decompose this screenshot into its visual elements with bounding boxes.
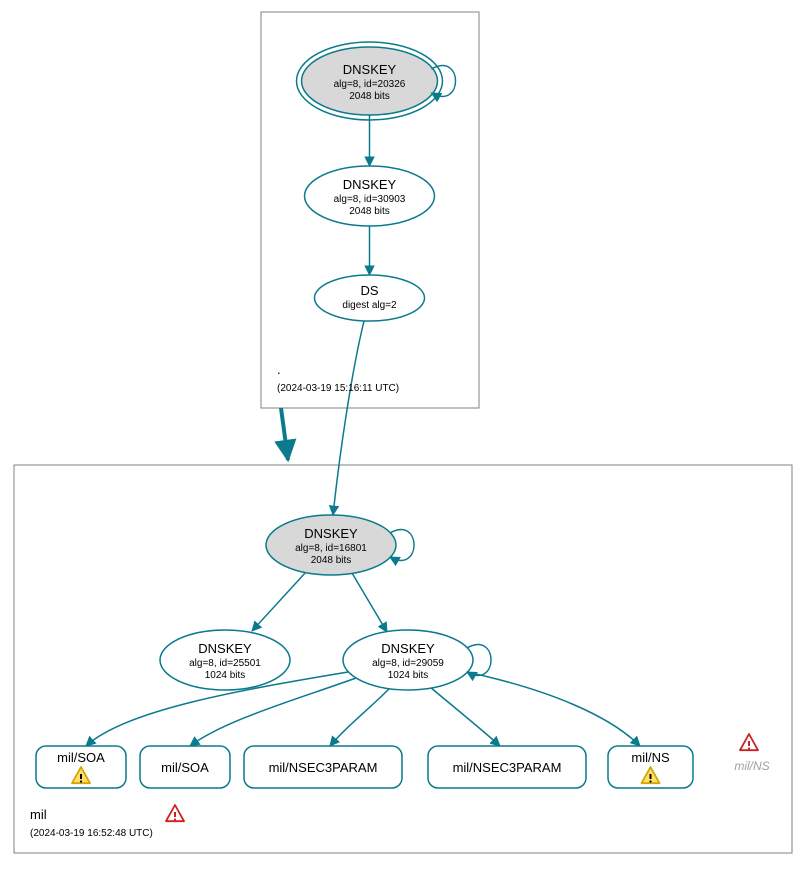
svg-text:alg=8, id=29059: alg=8, id=29059 [372, 658, 444, 669]
edge [330, 688, 390, 746]
svg-text:mil/NS: mil/NS [734, 759, 769, 773]
svg-text:alg=8, id=30903: alg=8, id=30903 [334, 194, 406, 205]
edge [281, 408, 288, 460]
zone-label-root: . [277, 362, 281, 377]
svg-text:DNSKEY: DNSKEY [304, 526, 358, 541]
dnssec-diagram: DNSKEYalg=8, id=203262048 bitsDNSKEYalg=… [0, 0, 812, 878]
zone-timestamp-root: (2024-03-19 15:16:11 UTC) [277, 383, 399, 394]
svg-text:2048 bits: 2048 bits [349, 91, 390, 102]
node-n5: DNSKEY alg=8, id=255011024 bits [160, 630, 290, 690]
edge [467, 672, 640, 746]
error-icon [166, 805, 184, 821]
node-n6: DNSKEY alg=8, id=290591024 bits [343, 630, 491, 690]
svg-text:DNSKEY: DNSKEY [343, 177, 397, 192]
svg-text:2048 bits: 2048 bits [311, 555, 352, 566]
node-n2: DNSKEY alg=8, id=309032048 bits [305, 166, 435, 226]
zone-label-mil: mil [30, 807, 47, 822]
svg-text:DNSKEY: DNSKEY [343, 62, 397, 77]
edge [430, 687, 500, 746]
rrset-r1: mil/SOA [36, 746, 126, 788]
svg-text:DS: DS [360, 283, 378, 298]
svg-text:mil/NSEC3PARAM: mil/NSEC3PARAM [453, 760, 562, 775]
node-n1: DNSKEY alg=8, id=203262048 bits [297, 42, 456, 120]
svg-text:mil/SOA: mil/SOA [57, 750, 105, 765]
svg-text:DNSKEY: DNSKEY [381, 641, 435, 656]
svg-text:1024 bits: 1024 bits [388, 670, 429, 681]
svg-text:mil/NS: mil/NS [631, 750, 670, 765]
svg-text:alg=8, id=16801: alg=8, id=16801 [295, 543, 367, 554]
svg-text:1024 bits: 1024 bits [205, 670, 246, 681]
rrset-r5: mil/NS [608, 746, 693, 788]
svg-text:digest alg=2: digest alg=2 [342, 300, 397, 311]
svg-text:DNSKEY: DNSKEY [198, 641, 252, 656]
insecure-i1: mil/NS [734, 734, 769, 773]
node-n3: DS digest alg=2 [315, 275, 425, 321]
svg-text:alg=8, id=20326: alg=8, id=20326 [334, 79, 406, 90]
svg-text:mil/NSEC3PARAM: mil/NSEC3PARAM [269, 760, 378, 775]
error-icon [740, 734, 758, 750]
rrset-r3: mil/NSEC3PARAM [244, 746, 402, 788]
zone-timestamp-mil: (2024-03-19 16:52:48 UTC) [30, 828, 153, 839]
node-n4: DNSKEY alg=8, id=168012048 bits [266, 515, 414, 575]
rrset-r4: mil/NSEC3PARAM [428, 746, 586, 788]
edge [252, 572, 306, 631]
svg-text:mil/SOA: mil/SOA [161, 760, 209, 775]
edge [352, 573, 387, 632]
rrset-r2: mil/SOA [140, 746, 230, 788]
svg-text:alg=8, id=25501: alg=8, id=25501 [189, 658, 261, 669]
edge [333, 321, 364, 515]
svg-text:2048 bits: 2048 bits [349, 206, 390, 217]
